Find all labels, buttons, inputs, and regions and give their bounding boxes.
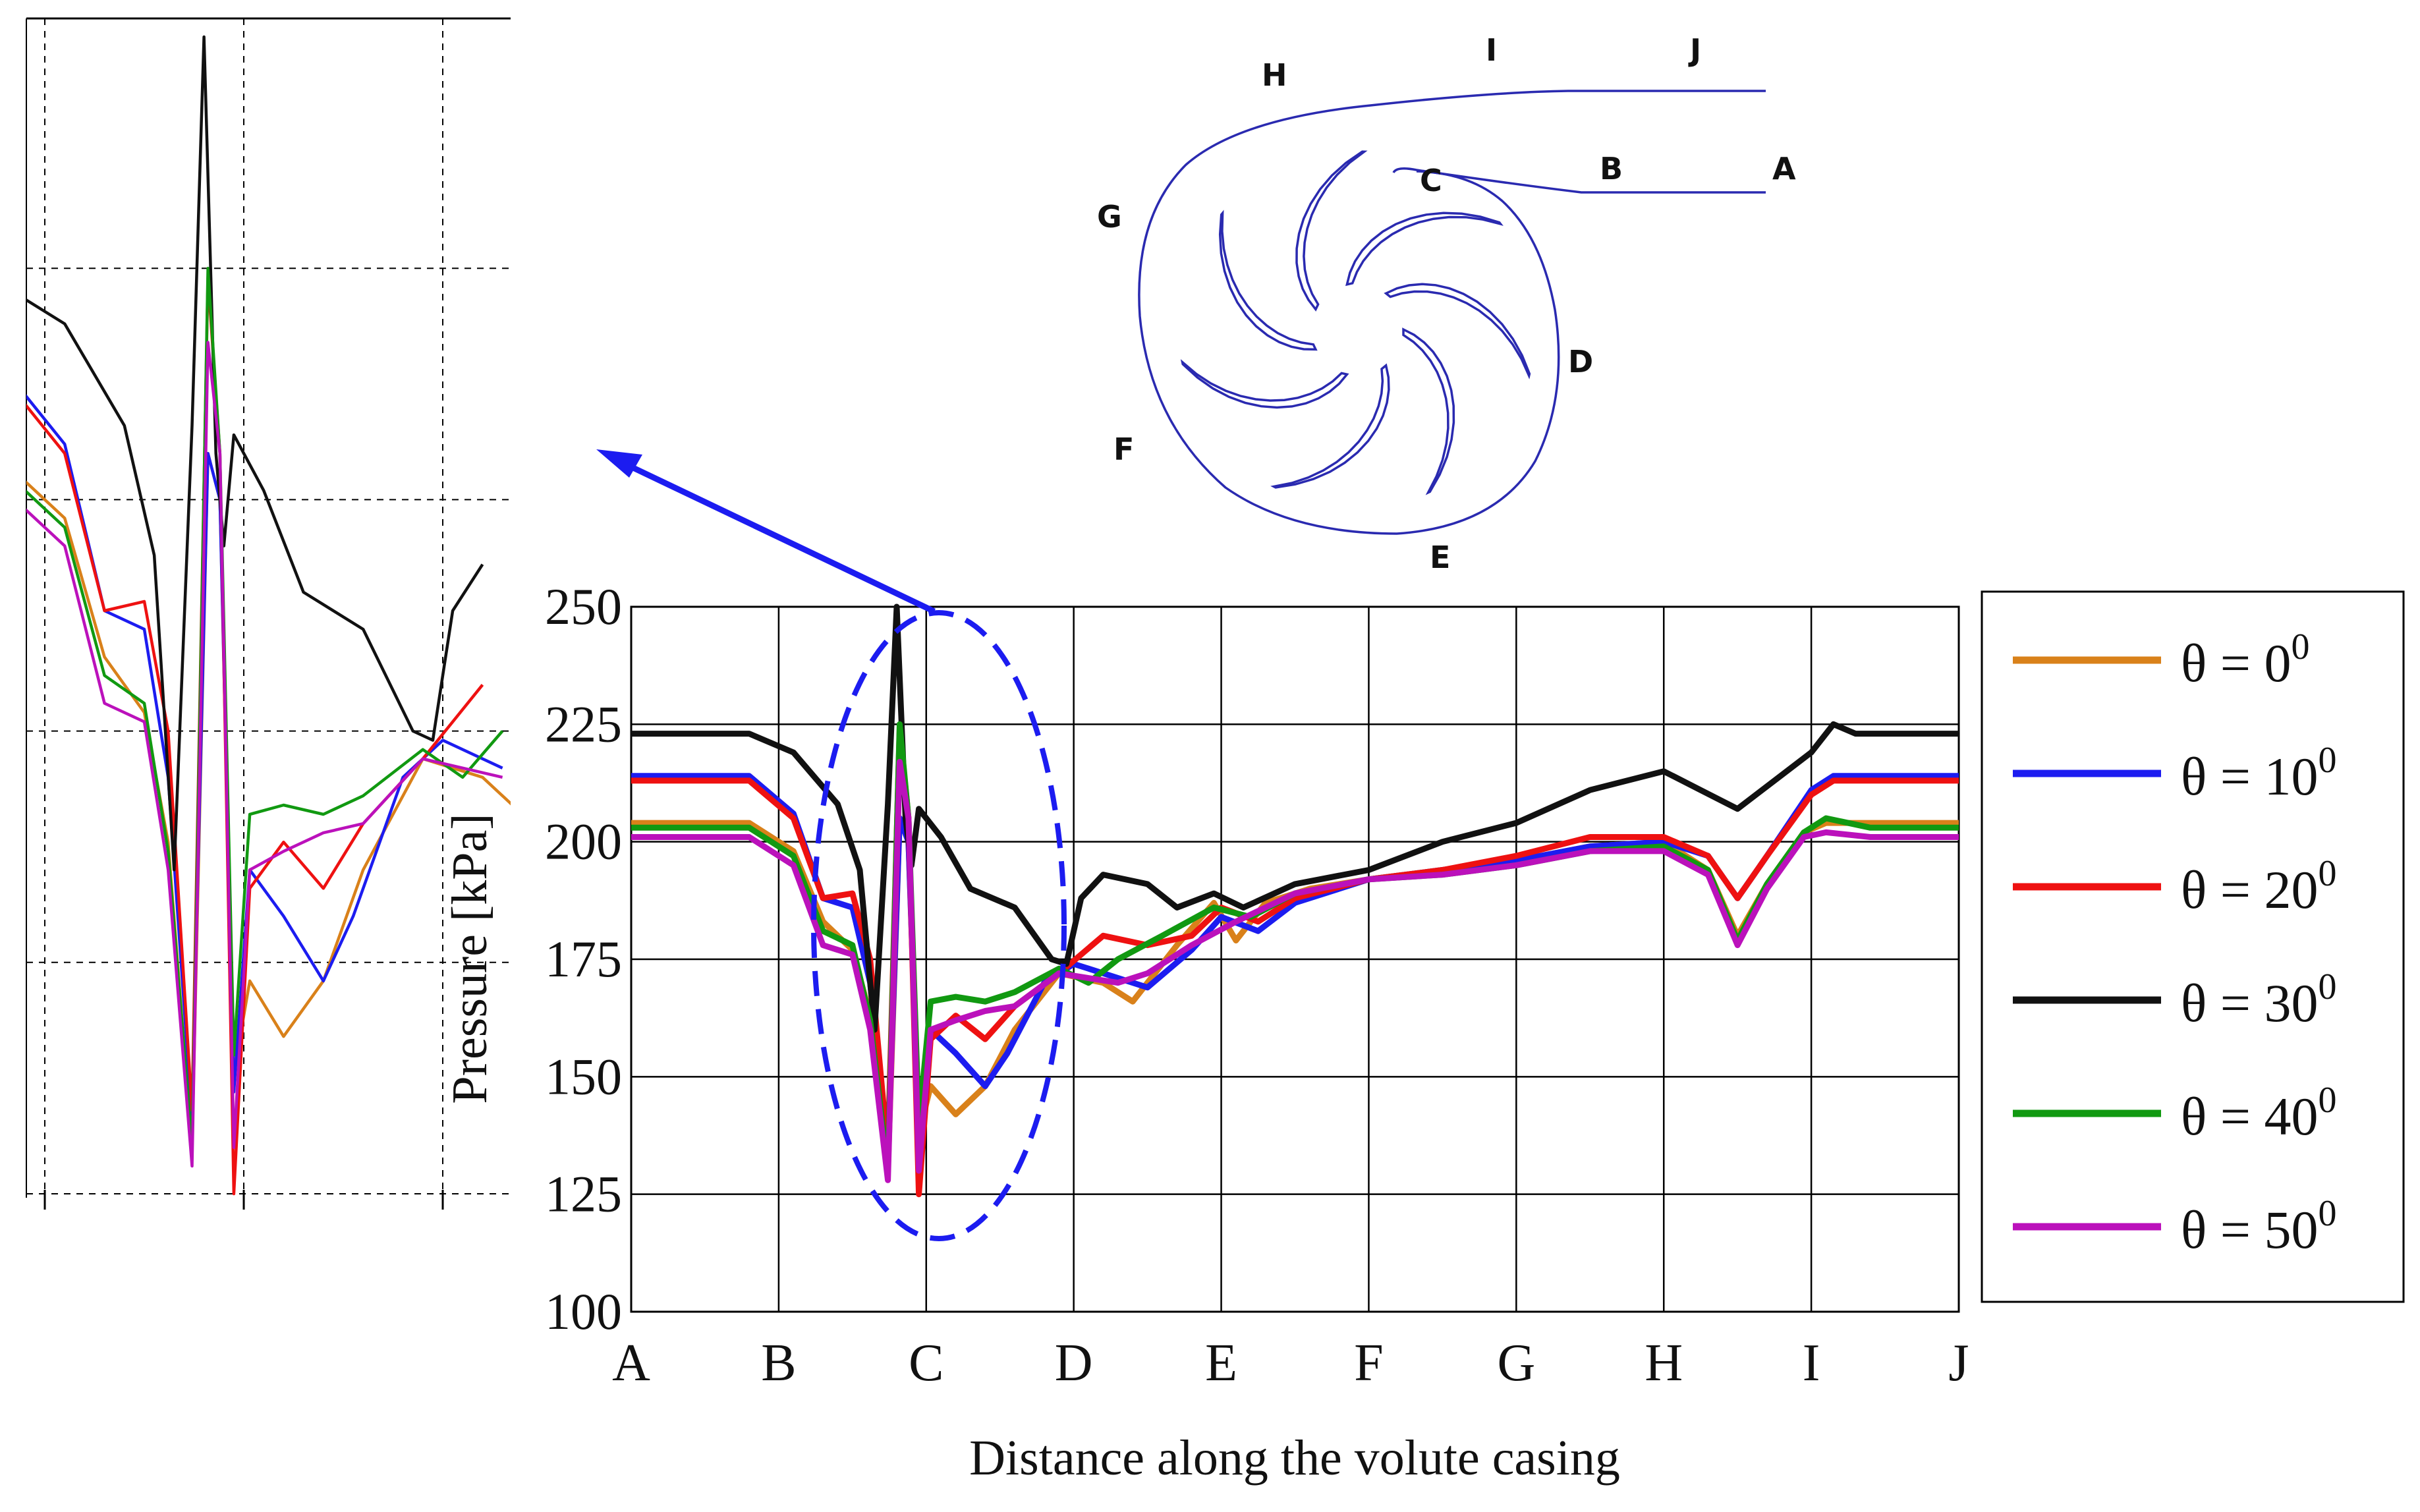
inset-grid	[26, 18, 511, 1210]
legend-label-4: θ = 400	[2181, 1080, 2337, 1146]
volute-label-g: G	[1097, 199, 1122, 235]
main-plot-frame	[630, 605, 1960, 1313]
x-tick-label: B	[761, 1334, 796, 1392]
legend-label-2: θ = 200	[2181, 853, 2337, 920]
impeller-blade	[1295, 150, 1368, 312]
legend-frame	[1981, 590, 2405, 1303]
volute-tongue	[1392, 167, 1766, 194]
impeller-blade	[1345, 211, 1504, 287]
x-tick-labels: A B C D E F G H I J	[612, 1334, 1969, 1392]
legend: θ = 00 θ = 100 θ = 200 θ = 300 θ = 400 θ = 50…	[1981, 590, 2405, 1303]
x-axis-label: Distance along the volute casing	[969, 1430, 1620, 1486]
impeller-blades	[1180, 150, 1531, 495]
y-tick-label: 125	[545, 1165, 622, 1223]
impeller-blade	[1402, 327, 1455, 495]
y-tick-label: 175	[545, 930, 622, 988]
volute-labels: A B C D E F G H I J	[1097, 32, 1796, 575]
x-tick-label: C	[909, 1334, 943, 1392]
zoom-arrow-line	[618, 458, 936, 615]
y-tick-label: 200	[545, 813, 622, 870]
main-series-group	[631, 603, 1959, 1198]
legend-items: θ = 00 θ = 100 θ = 200 θ = 300 θ = 400 θ = 50…	[2013, 627, 2337, 1260]
inset-series-line-1	[26, 394, 503, 1121]
inset-series-group	[26, 35, 511, 1196]
legend-label-0: θ = 00	[2181, 627, 2310, 693]
impeller-blade	[1384, 283, 1531, 379]
volute-label-j: J	[1688, 32, 1701, 68]
highlight-ellipse	[811, 610, 1067, 1241]
y-tick-label: 225	[545, 695, 622, 752]
zoom-arrow-head	[596, 449, 642, 478]
main-grid	[631, 607, 1959, 1312]
volute-label-f: F	[1113, 432, 1134, 467]
x-tick-label: J	[1948, 1334, 1969, 1392]
x-tick-label: D	[1055, 1334, 1093, 1392]
volute-label-c: C	[1420, 163, 1442, 198]
y-tick-label: 250	[545, 578, 622, 635]
series-line-3	[631, 603, 1959, 1033]
volute-label-h: H	[1262, 57, 1287, 93]
volute-outer-casing	[1138, 90, 1766, 535]
impeller-blade	[1180, 359, 1349, 409]
x-tick-label: I	[1803, 1334, 1820, 1392]
main-chart: 100 125 150 175 200 225 250 A B C D E F G H I J Pressur…	[442, 578, 1969, 1486]
x-tick-label: G	[1497, 1334, 1535, 1392]
y-axis-label: Pressure [kPa]	[442, 813, 497, 1104]
x-tick-label: A	[612, 1334, 650, 1392]
impeller-blade	[1270, 363, 1390, 489]
volute-label-a: A	[1772, 151, 1796, 186]
y-tick-labels: 100 125 150 175 200 225 250	[545, 578, 622, 1340]
x-tick-label: F	[1354, 1334, 1384, 1392]
inset-chart	[26, 17, 511, 1210]
volute-label-i: I	[1486, 32, 1497, 68]
inset-series-line-3	[26, 35, 484, 872]
inset-series-line-5	[26, 341, 503, 1168]
volute-label-e: E	[1430, 540, 1450, 575]
x-tick-label: H	[1645, 1334, 1683, 1392]
volute-diagram	[1138, 90, 1766, 535]
y-tick-label: 100	[545, 1283, 622, 1340]
series-line-1	[631, 773, 1959, 1160]
inset-series-line-4	[26, 266, 504, 1150]
impeller-blade	[1218, 210, 1318, 351]
legend-label-1: θ = 100	[2181, 740, 2337, 806]
volute-label-d: D	[1568, 344, 1593, 379]
x-tick-label: E	[1205, 1334, 1237, 1392]
legend-label-3: θ = 300	[2181, 966, 2337, 1033]
legend-label-5: θ = 500	[2181, 1193, 2337, 1260]
y-tick-label: 150	[545, 1048, 622, 1105]
series-line-5	[631, 758, 1959, 1183]
volute-label-b: B	[1600, 151, 1623, 186]
